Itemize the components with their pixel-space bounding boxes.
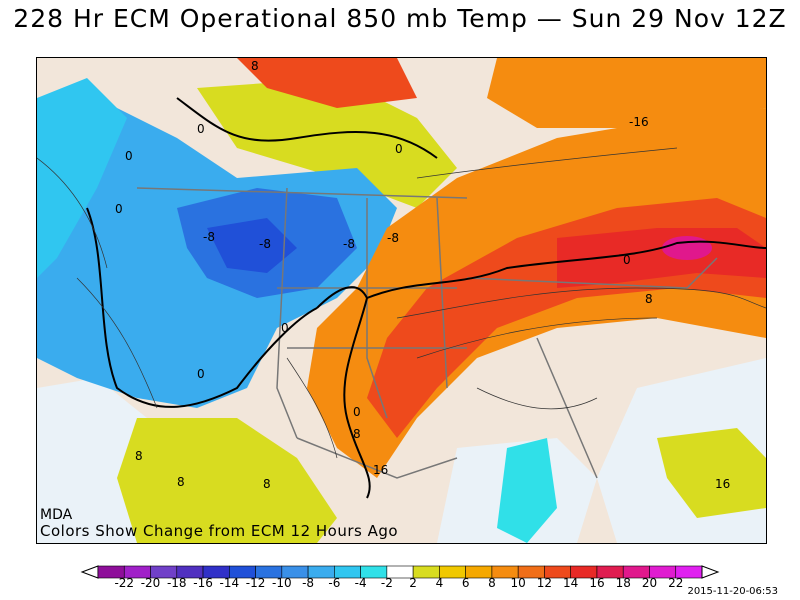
contour-label: 0: [623, 253, 631, 267]
white-patch-south: [497, 438, 557, 543]
contour-label: 0: [125, 149, 133, 163]
yellow-band-north: [197, 78, 457, 208]
map-title: 228 Hr ECM Operational 850 mb Temp — Sun…: [13, 4, 787, 33]
contour-label: -8: [343, 237, 355, 251]
contour-label: 0: [281, 321, 289, 335]
colorbar-tick-label: -20: [141, 576, 161, 588]
contour-label: -8: [387, 231, 399, 245]
colorbar-tick-label: -22: [114, 576, 134, 588]
cyan-region-coast: [37, 78, 127, 278]
colorbar-tick-label: 16: [589, 576, 604, 588]
contour-label: 0: [197, 122, 205, 136]
colorbar-tick-label: 10: [511, 576, 526, 588]
colorbar-tick-label: -18: [167, 576, 187, 588]
contour-label: 16: [373, 463, 388, 477]
timestamp: 2015-11-20-06:53: [687, 586, 778, 597]
contour-label: 0: [197, 367, 205, 381]
contour-label: 8: [177, 475, 185, 489]
colorbar-tick-label: -6: [328, 576, 340, 588]
colorbar-legend: -22 -20 -18 -16 -14 -12 -10 -8 -6 -4 -2 2 4 6 8 10 12 14 1…: [80, 565, 720, 588]
contour-label: -8: [203, 230, 215, 244]
colorbar-tick-label: 4: [436, 576, 444, 588]
contour-label: 8: [135, 449, 143, 463]
colorbar-tick-label: 8: [488, 576, 496, 588]
colorbar-tick-label: 2: [409, 576, 417, 588]
contour-label: 0: [353, 405, 361, 419]
colorbar-tick-label: 14: [563, 576, 578, 588]
colorbar-tick-label: 12: [537, 576, 552, 588]
contour-label: 8: [263, 477, 271, 491]
contour-label: 16: [715, 477, 730, 491]
colorbar-tick-label: -4: [355, 576, 367, 588]
colorbar-tick-label: -10: [272, 576, 292, 588]
map-panel: 8 0 0 0 0 -16 -8 -8 -8 -8 0 0 0 8 0 8 16…: [36, 57, 767, 544]
color-note: Colors Show Change from ECM 12 Hours Ago: [40, 522, 399, 540]
map-borders: [136, 187, 718, 479]
zero-contours: [86, 97, 766, 499]
magenta-hotspot: [662, 236, 712, 260]
colorbar-tick-label: -8: [302, 576, 314, 588]
yellow-region-southwest: [117, 418, 337, 543]
contour-label: -8: [259, 237, 271, 251]
colorbar-right-arrow: [701, 565, 720, 579]
colorbar-tick-label: 20: [642, 576, 657, 588]
contour-label: 0: [395, 142, 403, 156]
thin-contours: [37, 147, 766, 459]
temperature-change-map: 8 0 0 0 0 -16 -8 -8 -8 -8 0 0 0 8 0 8 16…: [37, 58, 766, 543]
colorbar-tick-label: 22: [668, 576, 683, 588]
colorbar-tick-label: -12: [246, 576, 266, 588]
colorbar-tick-label: -2: [381, 576, 393, 588]
contour-label: 0: [115, 202, 123, 216]
colorbar-tick-label: -14: [219, 576, 239, 588]
contour-label: -16: [629, 115, 649, 129]
contour-label: 8: [353, 427, 361, 441]
orange-region-north: [237, 58, 417, 108]
colorbar-tick-label: 18: [616, 576, 631, 588]
source-label: MDA: [40, 507, 73, 523]
orange-region-northeast: [487, 58, 766, 128]
colorbar-tick-label: -16: [193, 576, 213, 588]
contour-label: 8: [251, 59, 259, 73]
yellow-region-southeast: [657, 428, 766, 518]
colorbar-tick-label: 6: [462, 576, 470, 588]
colorbar-left-arrow: [80, 565, 99, 579]
deep-blue-core: [207, 218, 297, 273]
contour-label: 8: [645, 292, 653, 306]
